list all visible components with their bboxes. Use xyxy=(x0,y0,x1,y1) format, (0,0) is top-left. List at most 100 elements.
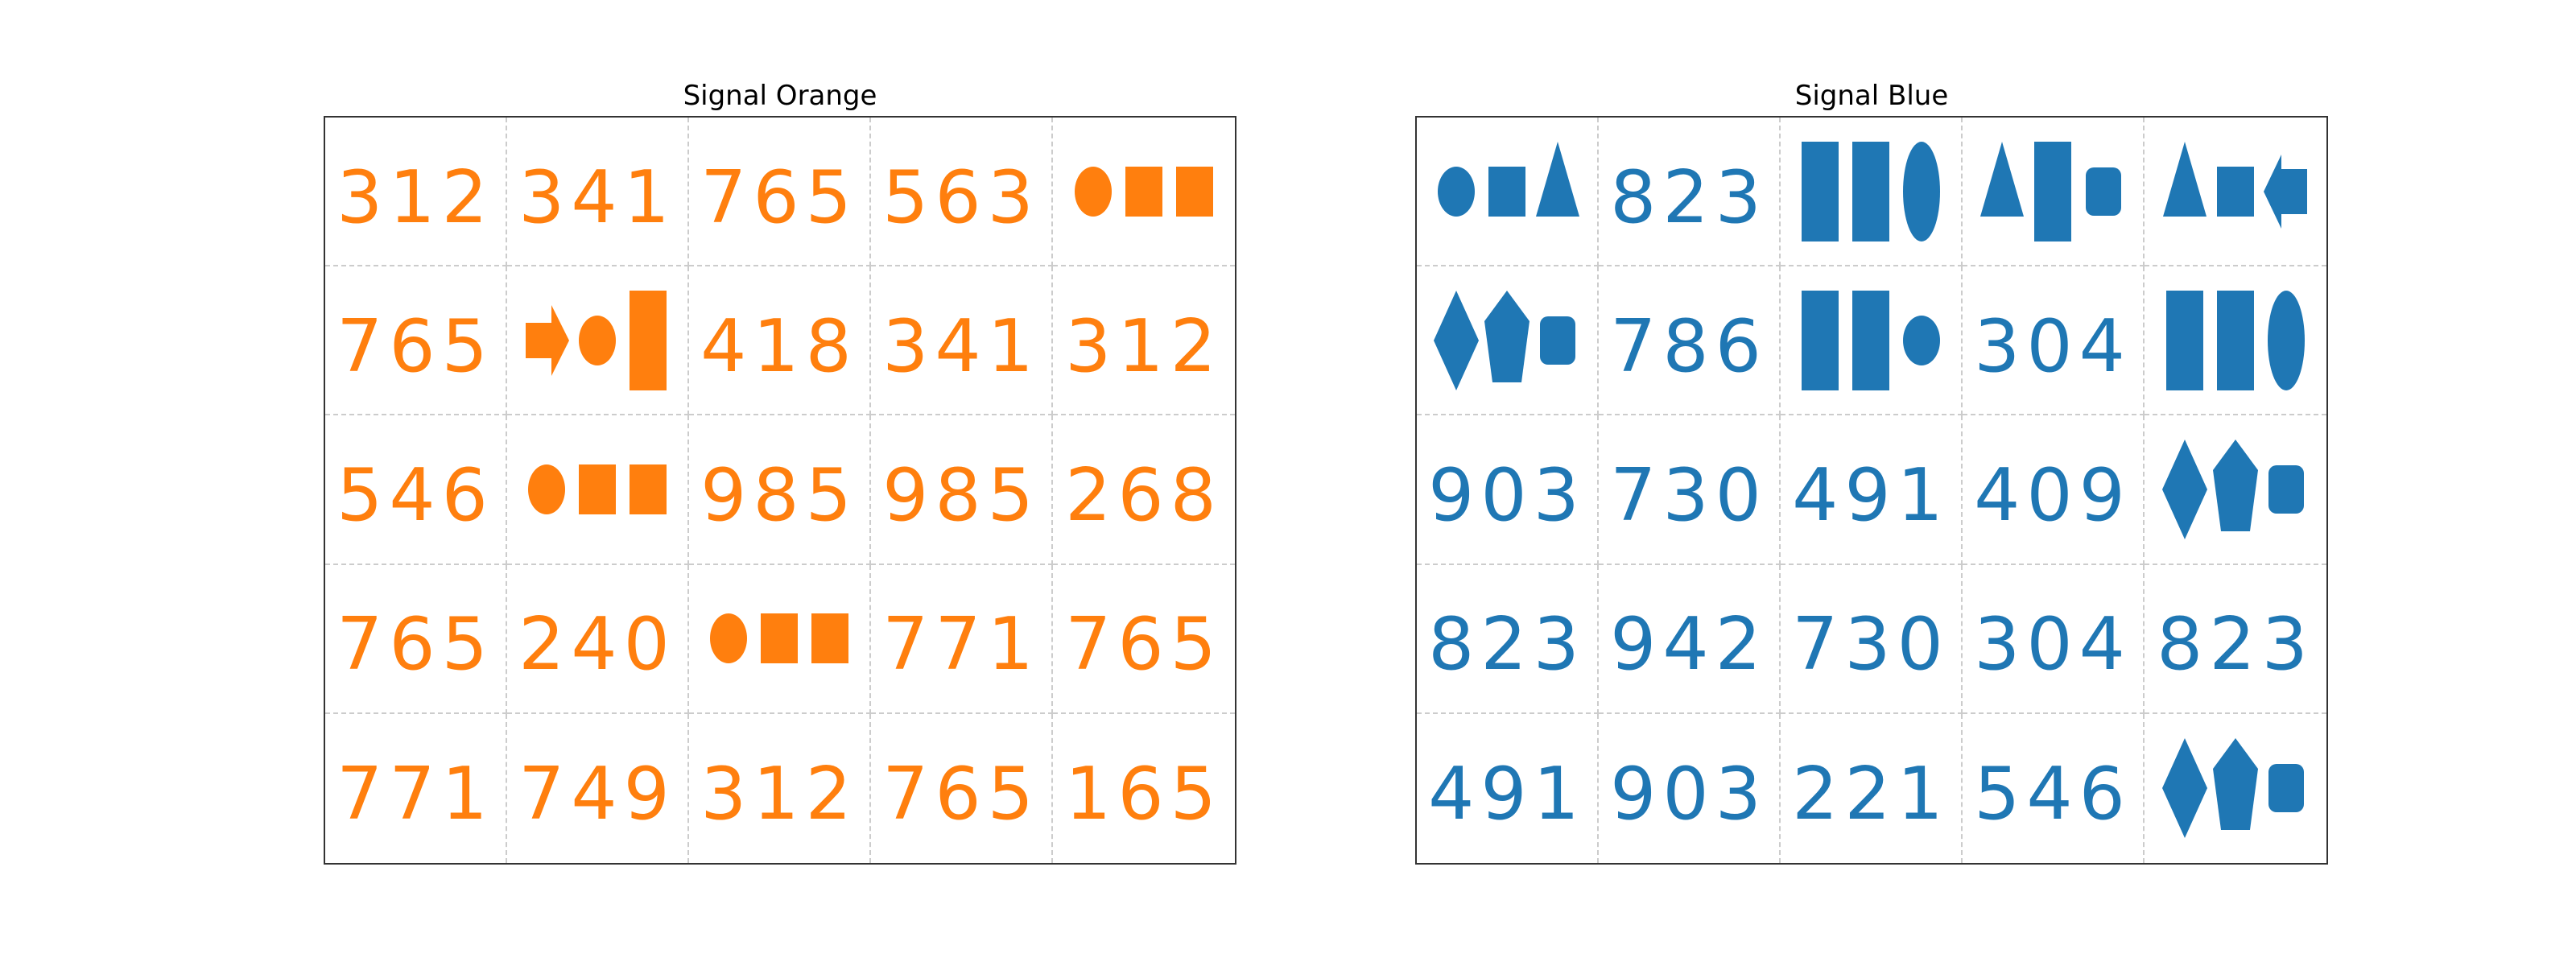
square-shape xyxy=(761,613,798,664)
triangle-shape xyxy=(1536,141,1579,217)
grid-cell: 765 xyxy=(689,118,871,267)
grid-cell: 240 xyxy=(507,564,689,714)
arrow-right-shape xyxy=(526,304,569,376)
ellipse-shape xyxy=(579,315,616,365)
tall-rect-shape xyxy=(1802,141,1839,242)
grid-cell: 341 xyxy=(871,266,1053,416)
cell-number: 903 xyxy=(1610,752,1768,837)
cell-number: 546 xyxy=(336,452,494,538)
grid-cell: 491 xyxy=(1417,713,1599,863)
cell-number: 165 xyxy=(1065,752,1223,837)
grid-cell xyxy=(1417,266,1599,416)
grid-cell: 985 xyxy=(689,415,871,565)
grid-cell: 823 xyxy=(2145,565,2326,714)
cell-number: 312 xyxy=(336,155,494,240)
cell-number: 546 xyxy=(1974,752,2132,837)
shape-group xyxy=(2162,439,2304,539)
cell-number: 786 xyxy=(1610,303,1768,389)
tall-rect-shape xyxy=(630,290,667,390)
grid-cell: 165 xyxy=(1053,714,1235,863)
grid-cell xyxy=(1963,118,2145,267)
triangle-shape xyxy=(1980,141,2024,217)
ellipse-shape xyxy=(710,613,747,664)
cell-number: 418 xyxy=(700,303,858,389)
shape-group xyxy=(1980,141,2121,242)
grid-cell xyxy=(2145,714,2326,863)
cell-number: 765 xyxy=(882,752,1040,837)
grid-cell: 823 xyxy=(1599,118,1781,267)
grid-cell: 341 xyxy=(507,118,689,267)
cell-number: 823 xyxy=(1428,602,1586,687)
grid-cell xyxy=(1781,266,1963,416)
grid-cell: 765 xyxy=(871,713,1053,863)
grid-cell: 771 xyxy=(325,713,507,863)
grid-cell: 268 xyxy=(1053,415,1235,565)
grid-cell: 765 xyxy=(325,564,507,714)
cell-number: 304 xyxy=(1974,303,2132,389)
shape-group xyxy=(1434,290,1575,390)
diamond-shape xyxy=(2162,738,2207,839)
grid-cell xyxy=(1781,118,1963,267)
cell-number: 903 xyxy=(1428,452,1586,538)
cell-number: 341 xyxy=(518,155,676,240)
tall-ellipse-shape xyxy=(1903,141,1940,242)
grid-cell xyxy=(1417,118,1599,267)
grid-cell xyxy=(507,266,689,416)
panel-signal-orange: Signal Orange 312 341 765 563 765 418 341 312 54… xyxy=(324,76,1236,865)
grid-cell xyxy=(2145,266,2326,416)
cell-number: 765 xyxy=(336,602,494,687)
grid-cell: 903 xyxy=(1599,713,1781,863)
cell-number: 268 xyxy=(1065,452,1223,538)
tall-rect-shape xyxy=(2034,141,2071,242)
cell-number: 730 xyxy=(1610,452,1768,538)
ellipse-shape xyxy=(1903,315,1940,365)
square-shape xyxy=(579,464,616,514)
shape-group xyxy=(526,290,667,390)
panel-title: Signal Orange xyxy=(683,80,877,112)
cell-number: 771 xyxy=(336,752,494,837)
square-shape xyxy=(1176,166,1213,217)
tall-rect-shape xyxy=(2166,290,2203,390)
grid-cell: 985 xyxy=(871,415,1053,565)
grid-cell: 730 xyxy=(1599,415,1781,565)
shape-group xyxy=(1802,290,1940,390)
cell-number: 221 xyxy=(1792,752,1950,837)
cell-number: 409 xyxy=(1974,452,2132,538)
ellipse-shape xyxy=(1075,166,1112,217)
grid-cell: 221 xyxy=(1781,713,1963,863)
cell-number: 312 xyxy=(700,752,858,837)
ellipse-shape xyxy=(1438,166,1475,217)
grid-cell: 546 xyxy=(325,415,507,565)
symbol-grid: 823 786 304 903 730 491 409 823 942 730 304 823 491 9… xyxy=(1415,116,2328,865)
grid-cell: 546 xyxy=(1963,713,2145,863)
rounded-rect-shape xyxy=(1540,316,1575,365)
rounded-rect-shape xyxy=(2268,764,2304,813)
grid-cell: 418 xyxy=(689,266,871,416)
cell-number: 491 xyxy=(1792,452,1950,538)
grid-cell: 765 xyxy=(1053,565,1235,714)
grid-cell: 942 xyxy=(1599,564,1781,714)
pentagon-shape xyxy=(2213,439,2258,531)
panel-signal-blue: Signal Blue 823 786 304 903 730 491 409 823 942 7… xyxy=(1415,76,2328,865)
grid-cell: 312 xyxy=(325,118,507,267)
grid-cell: 823 xyxy=(1417,564,1599,714)
square-shape xyxy=(811,613,848,664)
grid-cell: 409 xyxy=(1963,415,2145,565)
diamond-shape xyxy=(2162,439,2207,539)
tall-rect-shape xyxy=(1802,290,1839,390)
shape-group xyxy=(528,464,667,514)
triangle-shape xyxy=(2163,141,2207,217)
cell-number: 240 xyxy=(518,602,676,687)
cell-number: 771 xyxy=(882,602,1040,687)
ellipse-shape xyxy=(528,464,565,514)
grid-cell: 312 xyxy=(1053,266,1235,416)
grid-cell: 563 xyxy=(871,118,1053,267)
grid-cell: 304 xyxy=(1963,266,2145,416)
rounded-rect-shape xyxy=(2268,464,2304,514)
tall-rect-shape xyxy=(1852,290,1889,390)
shape-group xyxy=(2163,141,2307,229)
square-shape xyxy=(1488,166,1525,217)
cell-number: 304 xyxy=(1974,602,2132,687)
symbol-grid: 312 341 765 563 765 418 341 312 546 985 985 268 765 2… xyxy=(324,116,1236,865)
cell-number: 942 xyxy=(1610,602,1768,687)
